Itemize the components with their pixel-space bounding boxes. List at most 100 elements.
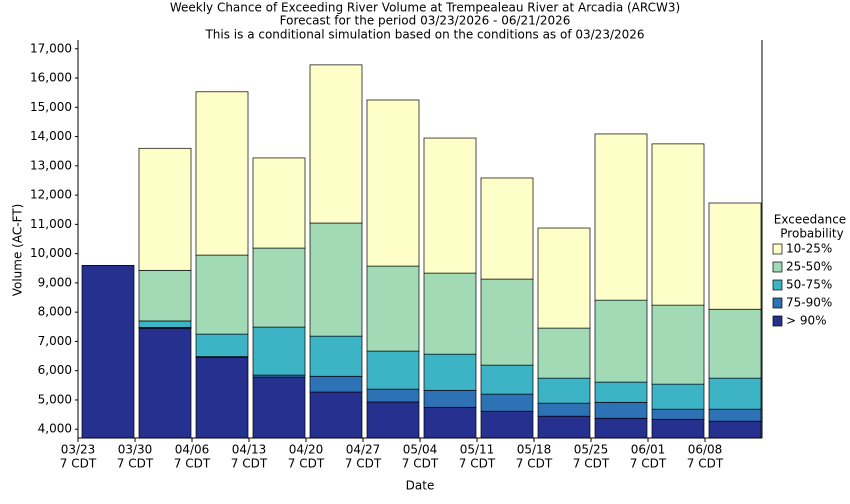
x-tick-label: 05/04	[403, 443, 438, 457]
bar-segment	[708, 420, 762, 439]
bar-segment	[138, 327, 192, 439]
bar-segment	[480, 410, 534, 439]
y-tick-label: 8,000	[38, 305, 72, 319]
y-tick-label: 11,000	[30, 217, 72, 231]
bar-segment	[651, 383, 705, 410]
bar-segment	[195, 357, 249, 439]
y-tick-label: 14,000	[30, 129, 72, 143]
bar-segment	[423, 137, 477, 274]
bar-segment	[138, 269, 192, 322]
bar-segment	[480, 364, 534, 395]
bar-segment	[252, 157, 306, 249]
chart-subtitle: This is a conditional simulation based o…	[204, 28, 644, 42]
y-tick-label: 13,000	[30, 158, 72, 172]
bar-segment	[594, 299, 648, 383]
bar-segment	[309, 375, 363, 393]
bar-segment	[594, 133, 648, 301]
bar-segment	[138, 320, 192, 328]
x-axis-label: Date	[406, 479, 435, 493]
bar-segment	[195, 254, 249, 335]
bar-segment	[480, 177, 534, 280]
bar-segment	[423, 389, 477, 408]
bar-segment	[537, 415, 591, 439]
y-tick-label: 10,000	[30, 246, 72, 260]
bar-segment	[423, 272, 477, 355]
bar-segment	[537, 377, 591, 404]
bar-segment	[309, 64, 363, 224]
bar-segment	[594, 417, 648, 439]
chart-subtitle: Forecast for the period 03/23/2026 - 06/…	[280, 14, 571, 28]
y-tick-label: 12,000	[30, 188, 72, 202]
bar-segment	[309, 222, 363, 337]
bar-segment	[708, 308, 762, 379]
x-tick-label: 7 CDT	[459, 457, 496, 471]
bar-segment	[651, 408, 705, 420]
legend-label: > 90%	[786, 314, 827, 328]
bar-segment	[651, 143, 705, 306]
x-tick-label: 04/06	[175, 443, 210, 457]
bar-segment	[366, 388, 420, 403]
bar-segment	[594, 381, 648, 403]
y-tick-label: 6,000	[38, 363, 72, 377]
x-tick-label: 05/25	[574, 443, 609, 457]
bar-segment	[195, 333, 249, 357]
legend-title: Exceedance	[774, 213, 846, 227]
bar-segment	[537, 327, 591, 379]
bar-segment	[708, 202, 762, 310]
y-tick-label: 15,000	[30, 100, 72, 114]
bar-segment	[366, 401, 420, 439]
x-tick-label: 7 CDT	[60, 457, 97, 471]
x-tick-label: 06/01	[631, 443, 666, 457]
bar-segment	[537, 227, 591, 329]
x-tick-label: 06/08	[688, 443, 723, 457]
chart-title: Weekly Chance of Exceeding River Volume …	[170, 1, 680, 15]
legend-swatch	[772, 315, 783, 327]
x-tick-label: 7 CDT	[573, 457, 610, 471]
legend-label: 75-90%	[786, 296, 832, 310]
x-tick-label: 7 CDT	[345, 457, 382, 471]
x-tick-label: 7 CDT	[174, 457, 211, 471]
bar-segment	[252, 326, 306, 376]
bar-segment	[252, 376, 306, 439]
y-tick-label: 9,000	[38, 275, 72, 289]
x-tick-label: 7 CDT	[231, 457, 268, 471]
y-axis-label: Volume (AC-FT)	[11, 204, 25, 297]
x-tick-label: 7 CDT	[630, 457, 667, 471]
bar-segment	[309, 391, 363, 439]
y-tick-label: 4,000	[38, 422, 72, 436]
legend-swatch	[772, 243, 783, 255]
legend-swatch	[772, 261, 783, 273]
x-tick-label: 03/30	[118, 443, 153, 457]
legend-title: Probability	[780, 227, 843, 241]
x-tick-label: 7 CDT	[288, 457, 325, 471]
y-tick-label: 7,000	[38, 334, 72, 348]
bar-segment	[594, 401, 648, 419]
legend-label: 10-25%	[786, 242, 832, 256]
x-tick-label: 7 CDT	[402, 457, 439, 471]
x-tick-label: 7 CDT	[516, 457, 553, 471]
y-tick-label: 5,000	[38, 392, 72, 406]
legend-swatch	[772, 279, 783, 291]
x-tick-label: 03/23	[61, 443, 96, 457]
x-tick-label: 04/13	[232, 443, 267, 457]
legend-label: 50-75%	[786, 278, 832, 292]
bar-segment	[252, 247, 306, 328]
legend-swatch	[772, 297, 783, 309]
x-tick-label: 04/20	[289, 443, 324, 457]
x-tick-label: 04/27	[346, 443, 381, 457]
bar-segment	[423, 353, 477, 391]
bar-segment	[138, 147, 192, 271]
bar-segment	[366, 350, 420, 390]
x-tick-label: 7 CDT	[687, 457, 724, 471]
bar-segment	[480, 278, 534, 366]
x-tick-label: 05/11	[460, 443, 495, 457]
x-tick-label: 05/18	[517, 443, 552, 457]
bar-segment	[423, 406, 477, 439]
bar-segment	[651, 418, 705, 439]
bar-segment	[537, 402, 591, 417]
bar-segment	[708, 408, 762, 422]
bar-segment	[708, 377, 762, 410]
y-tick-label: 16,000	[30, 71, 72, 85]
